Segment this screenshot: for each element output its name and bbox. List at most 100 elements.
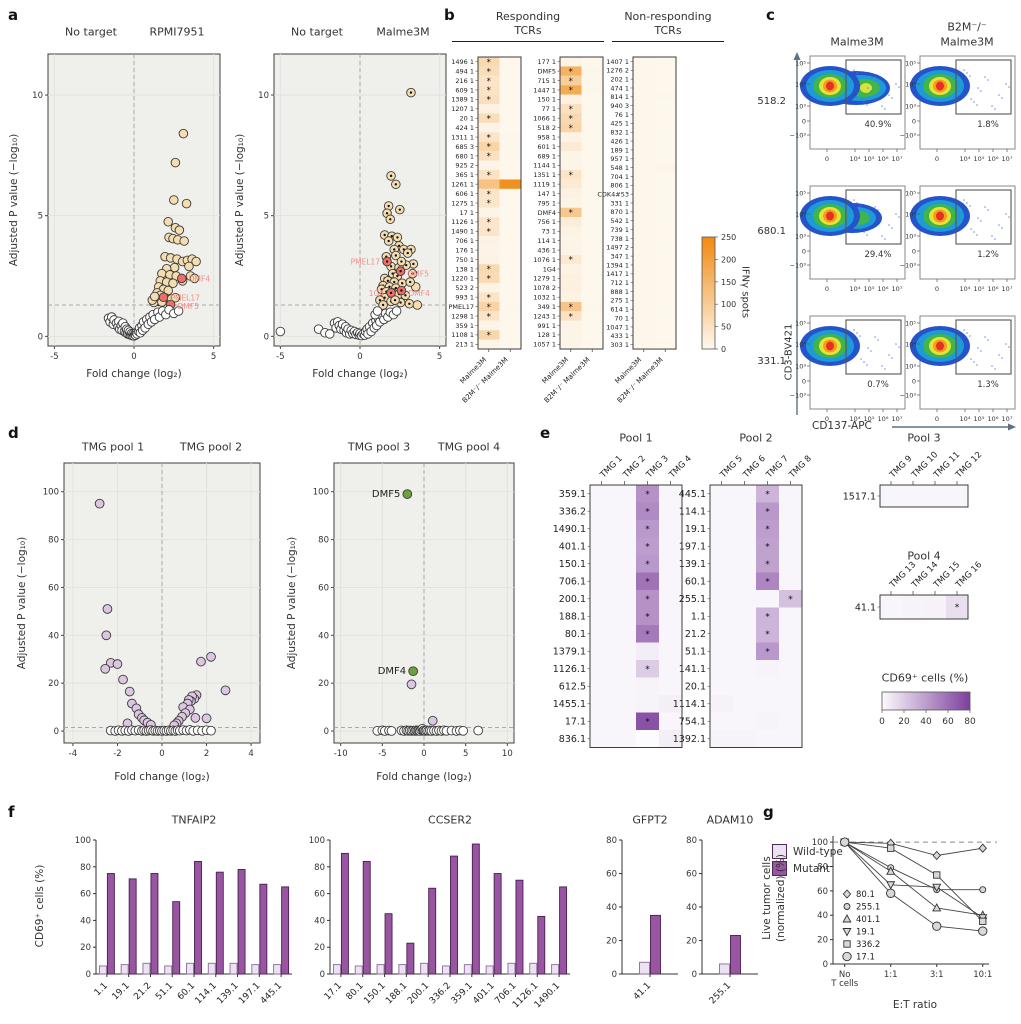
bar-wildtype — [485, 965, 494, 975]
significance-star: * — [487, 96, 491, 106]
heatmap-row-label: 331 1 — [610, 199, 629, 207]
heatmap-row-label: 888 1 — [610, 288, 629, 296]
svg-text:10⁵: 10⁵ — [974, 285, 985, 293]
heatmap-cell — [613, 625, 636, 643]
svg-text:0: 0 — [802, 378, 806, 386]
svg-text:100: 100 — [812, 838, 828, 848]
legend-label: 17.1 — [856, 953, 875, 963]
significance-star: * — [487, 227, 491, 237]
svg-text:10⁴: 10⁴ — [850, 285, 861, 293]
heatmap-cell — [478, 292, 500, 302]
heatmap-cell — [633, 295, 655, 305]
heatmap-cell — [733, 520, 756, 538]
heatmap-cell — [560, 235, 582, 246]
heatmap-cell — [633, 216, 655, 226]
heatmap-cell — [581, 283, 603, 293]
significance-star: * — [487, 171, 491, 181]
svg-text:10³: 10³ — [795, 233, 806, 241]
heatmap-cell — [633, 207, 655, 217]
heatmap-cell — [560, 66, 582, 76]
svg-text:0: 0 — [935, 155, 939, 163]
heatmap-cell — [756, 572, 779, 590]
heatmap-row-label: 425 1 — [610, 120, 629, 128]
heatmap-cell — [590, 660, 613, 678]
heatmap-cell — [478, 330, 500, 340]
plot-title: RPMI7951 — [149, 25, 205, 39]
heatmap-cell — [654, 304, 676, 314]
heatmap-row-label: 60.1 — [685, 577, 706, 588]
bar-category-label: 401.1 — [471, 981, 496, 1006]
heatmap-row-label: 739 1 — [610, 226, 629, 234]
heatmap-cell — [613, 590, 636, 608]
heatmap-row-label: 189 1 — [610, 146, 629, 154]
heatmap-cell — [613, 537, 636, 555]
flow-row-label: 331.1 — [757, 356, 786, 367]
flow-row-label: 518.2 — [757, 96, 786, 107]
chart-title: ADAM10 — [706, 813, 754, 827]
heatmap-row-label: 1497 2 — [606, 244, 629, 252]
heatmap-cell — [654, 322, 676, 332]
heatmap-cell — [733, 642, 756, 660]
data-point — [179, 236, 189, 246]
heatmap-cell — [581, 311, 603, 321]
series-marker — [932, 902, 942, 912]
heatmap-cell — [560, 226, 582, 236]
data-point — [201, 713, 212, 724]
heatmap-cell — [581, 104, 603, 114]
svg-text:10⁷: 10⁷ — [1002, 285, 1013, 293]
heatmap-cell — [633, 225, 655, 234]
x-axis-label: Fold change (log₂) — [376, 771, 472, 783]
heatmap-cell — [733, 607, 756, 625]
heatmap-cell — [581, 122, 603, 133]
svg-text:100: 100 — [309, 836, 325, 846]
heatmap-row-label: PMEL17 — [448, 303, 474, 311]
heatmap-cell — [654, 313, 676, 323]
y-axis-label: Adjusted P value (−log₁₀) — [16, 536, 28, 670]
significance-star: * — [487, 218, 491, 228]
significance-star: * — [487, 152, 491, 162]
heatmap-cell — [654, 57, 676, 66]
heatmap-row-label: 73 1 — [542, 228, 556, 236]
cell-density-blob — [826, 341, 834, 351]
series-marker — [932, 883, 942, 893]
svg-text:-5: -5 — [50, 352, 58, 362]
heatmap-cell — [636, 730, 659, 748]
heatmap-cell — [654, 278, 676, 288]
significance-star: * — [645, 630, 650, 640]
data-point — [372, 306, 383, 316]
heatmap-cell — [733, 660, 756, 678]
heatmap-cell — [636, 677, 659, 695]
bar-wildtype — [354, 965, 363, 975]
heatmap-cell — [659, 555, 682, 573]
data-point — [206, 725, 216, 736]
heatmap-cell — [613, 572, 636, 590]
heatmap-cell — [756, 695, 779, 713]
svg-text:10⁴: 10⁴ — [795, 341, 806, 349]
bar-category-label: 21.2 — [132, 981, 153, 1002]
heatmap-cell — [478, 226, 500, 236]
heatmap-cell — [613, 607, 636, 625]
svg-text:10⁴: 10⁴ — [795, 81, 806, 89]
plot-title: TMG pool 1 — [81, 440, 145, 454]
heatmap-cell — [633, 101, 655, 111]
y-axis-label: Adjusted P value (−log₁₀) — [286, 536, 298, 670]
heatmap-cell — [733, 695, 756, 713]
heatmap-row-label: 1076 1 — [533, 256, 556, 264]
heatmap-cell — [581, 188, 603, 199]
svg-text:10⁷: 10⁷ — [892, 155, 903, 163]
svg-text:10⁵: 10⁵ — [864, 155, 875, 163]
heatmap-row-label: 957 1 — [610, 155, 629, 163]
heatmap-cell — [590, 730, 613, 748]
svg-text:10⁶: 10⁶ — [988, 155, 999, 163]
svg-text:-10: -10 — [334, 749, 348, 759]
heatmap-row-label: 347 1 — [610, 252, 629, 260]
heatmap-cell — [733, 572, 756, 590]
bar-wildtype — [551, 964, 560, 975]
heatmap-cell — [654, 331, 676, 341]
heatmap-row-label: 606 1 — [455, 190, 474, 198]
svg-text:40: 40 — [318, 631, 329, 641]
data-point — [170, 292, 181, 303]
svg-text:-2: -2 — [113, 749, 121, 759]
significance-star: * — [487, 303, 491, 313]
heatmap-cell — [710, 642, 733, 660]
